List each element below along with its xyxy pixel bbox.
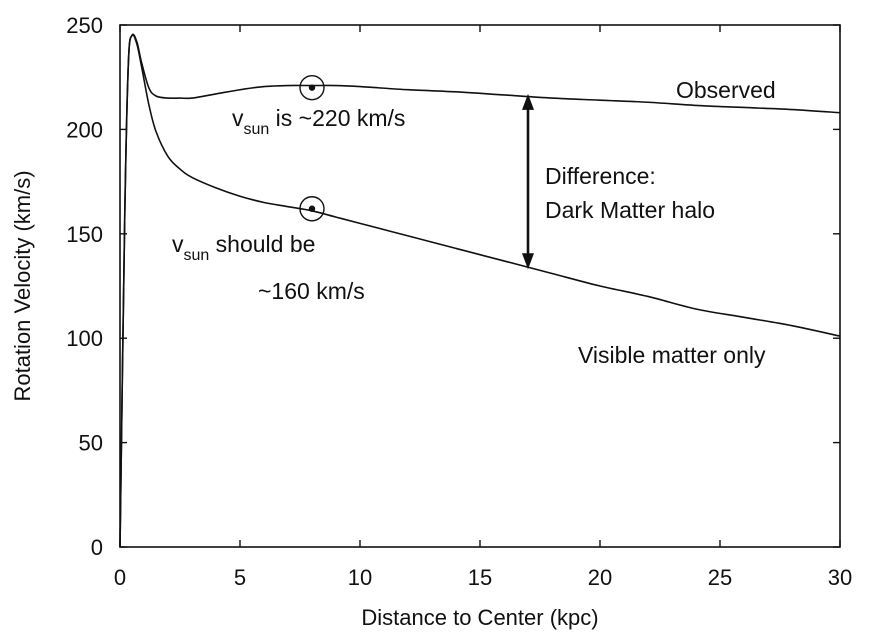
- sun-markers: [299, 74, 325, 222]
- x-tick-label: 15: [468, 565, 492, 590]
- y-tick-label: 200: [66, 117, 103, 142]
- y-axis-title: Rotation Velocity (km/s): [10, 170, 35, 401]
- y-tick-label: 150: [66, 222, 103, 247]
- visible-matter-curve: [119, 33, 841, 548]
- x-tick-label: 0: [114, 565, 126, 590]
- y-tick-label: 250: [66, 13, 103, 38]
- sun-marker-dot: [308, 84, 316, 91]
- x-axis-title: Distance to Center (kpc): [361, 605, 598, 630]
- vsun-subscript-2: sun: [184, 247, 210, 264]
- arrow-head-top: [522, 93, 534, 110]
- observed-curve: [119, 33, 841, 548]
- vsun-kms-label: ~160 km/s: [258, 278, 365, 304]
- vsun-should-text: should be: [209, 231, 315, 257]
- dark-matter-halo-label: Dark Matter halo: [545, 197, 715, 223]
- series-lines: [119, 33, 841, 548]
- observed-label: Observed: [676, 77, 776, 103]
- plot-frame: [119, 24, 841, 548]
- x-tick-label: 25: [708, 565, 732, 590]
- axis-ticks: [119, 24, 841, 548]
- axis-tick-labels: 0 5 10 15 20 25 30 0 50 100 150 200 250: [66, 13, 852, 590]
- vsun-v-2: v: [172, 231, 184, 257]
- difference-label: Difference:: [545, 163, 656, 189]
- x-tick-label: 10: [348, 565, 372, 590]
- x-tick-label: 20: [588, 565, 612, 590]
- vsun-v: v: [232, 105, 244, 131]
- x-tick-label: 5: [234, 565, 246, 590]
- sun-marker-ring: [299, 196, 325, 222]
- vsun-should-label: vsun should be: [172, 231, 315, 264]
- y-tick-label: 50: [79, 431, 103, 456]
- vsun-observed-text: is ~220 km/s: [269, 105, 405, 131]
- vsun-subscript: sun: [244, 121, 270, 138]
- x-tick-label: 30: [828, 565, 852, 590]
- y-tick-label: 100: [66, 326, 103, 351]
- vsun-observed-label: vsun is ~220 km/s: [232, 105, 405, 138]
- sun-marker-ring: [299, 74, 325, 101]
- sun-marker-dot: [308, 205, 316, 212]
- arrow-head-bottom: [522, 253, 534, 270]
- visible-matter-label: Visible matter only: [578, 342, 766, 368]
- y-tick-label: 0: [91, 535, 103, 560]
- difference-arrow: [522, 93, 534, 270]
